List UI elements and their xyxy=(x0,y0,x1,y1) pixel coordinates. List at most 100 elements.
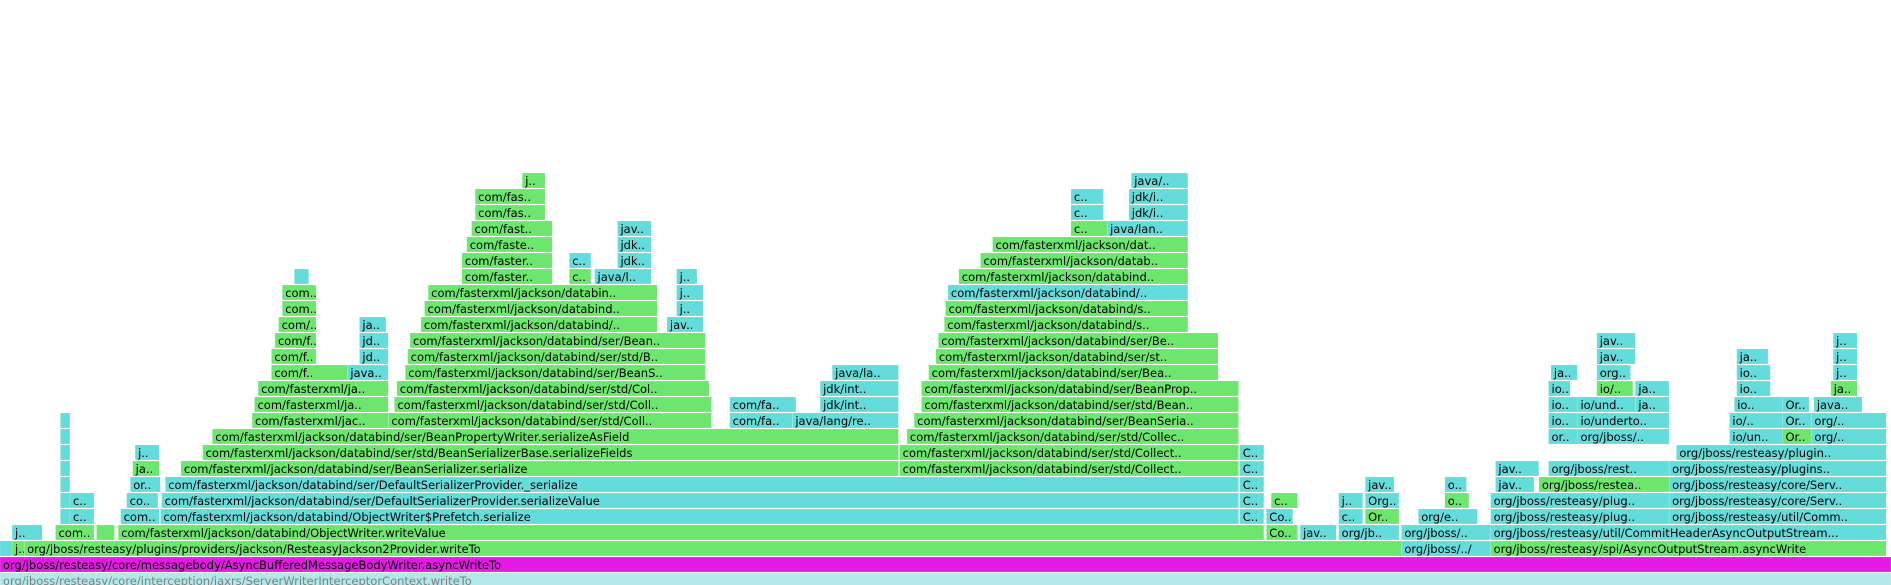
frame[interactable] xyxy=(1239,509,1264,524)
frame-box[interactable] xyxy=(60,493,70,508)
frame[interactable] xyxy=(69,509,95,524)
frame-box[interactable]: java/.. xyxy=(1131,173,1188,188)
frame-box[interactable]: com/faste.. xyxy=(466,237,553,252)
frame-box[interactable]: io.. xyxy=(1736,365,1771,380)
frame[interactable] xyxy=(820,381,899,396)
frame-box[interactable]: jav.. xyxy=(1495,477,1535,492)
frame-box[interactable]: com/fasterxml/jackson/databind/ser/std/C… xyxy=(906,429,1239,444)
frame-box[interactable]: com/fa.. xyxy=(729,397,796,412)
frame-box[interactable]: com/f.. xyxy=(274,333,317,348)
frame[interactable] xyxy=(475,205,546,220)
frame-box[interactable]: jdk/i.. xyxy=(1128,205,1188,220)
frame[interactable] xyxy=(1782,397,1809,412)
frame-box[interactable]: jav.. xyxy=(1300,525,1337,540)
frame[interactable] xyxy=(475,189,546,204)
frame[interactable] xyxy=(1736,365,1771,380)
frame[interactable] xyxy=(1495,461,1539,476)
frame[interactable] xyxy=(899,445,1239,460)
frame[interactable] xyxy=(294,269,309,284)
frame[interactable] xyxy=(1538,477,1670,492)
frame-box[interactable]: org/jboss/resteasy/plugin.. xyxy=(1676,445,1887,460)
frame[interactable] xyxy=(180,461,899,476)
frame[interactable] xyxy=(1577,429,1670,444)
frame[interactable] xyxy=(1729,413,1783,428)
frame-box[interactable]: o.. xyxy=(1444,477,1467,492)
frame[interactable] xyxy=(24,541,1402,556)
frame[interactable] xyxy=(347,365,389,380)
frame-box[interactable]: com/fasterxml/jac.. xyxy=(252,413,389,428)
frame-box[interactable]: java/lan.. xyxy=(1107,221,1188,236)
frame-box[interactable]: Or.. xyxy=(1782,429,1812,444)
frame[interactable] xyxy=(1729,429,1783,444)
frame-box[interactable]: org/jboss/../ xyxy=(1401,541,1491,556)
frame-box[interactable]: org/jboss/resteasy/plugins/providers/jac… xyxy=(24,541,1402,556)
frame-box[interactable]: com/fas.. xyxy=(475,189,546,204)
frame[interactable] xyxy=(60,477,70,492)
frame[interactable] xyxy=(1548,429,1578,444)
frame[interactable] xyxy=(1239,445,1264,460)
frame-box[interactable]: java.. xyxy=(1813,397,1863,412)
frame-box[interactable]: io.. xyxy=(1734,397,1783,412)
frame-box[interactable]: com/fasterxml/jackson/databind/.. xyxy=(947,285,1188,300)
frame-box[interactable]: com/fasterxml/jackson/databind/ObjectWri… xyxy=(160,509,1239,524)
frame[interactable] xyxy=(1734,397,1783,412)
frame[interactable] xyxy=(359,333,389,348)
frame-box[interactable]: C.. xyxy=(1239,509,1264,524)
frame-box[interactable]: com/fasterxml/jackson/databind/ser/std/C… xyxy=(899,445,1239,460)
frame[interactable] xyxy=(1782,429,1812,444)
frame[interactable] xyxy=(944,317,1188,332)
frame[interactable] xyxy=(1577,413,1670,428)
frame[interactable] xyxy=(1669,461,1887,476)
frame[interactable] xyxy=(0,557,1891,572)
frame[interactable] xyxy=(132,461,160,476)
frame-box[interactable] xyxy=(60,445,70,460)
frame-box[interactable]: j.. xyxy=(1833,365,1858,380)
frame[interactable] xyxy=(96,525,115,540)
frame[interactable] xyxy=(1444,493,1469,508)
frame-box[interactable]: com/fas.. xyxy=(475,205,546,220)
frame-box[interactable]: com/fasterxml/jackson/databind/ser/std/C… xyxy=(396,381,710,396)
frame[interactable] xyxy=(202,445,899,460)
frame[interactable] xyxy=(1444,477,1467,492)
frame-box[interactable]: com/fasterxml/jackson/databind/ser/BeanS… xyxy=(180,461,899,476)
frame-box[interactable]: or.. xyxy=(1548,429,1578,444)
frame-box[interactable]: jdk/i.. xyxy=(1128,189,1188,204)
frame-box[interactable]: j.. xyxy=(1338,493,1363,508)
frame[interactable] xyxy=(1239,477,1264,492)
frame-box[interactable]: C.. xyxy=(1239,493,1264,508)
frame[interactable] xyxy=(254,397,389,412)
frame-box[interactable]: com/fasterxml/ja.. xyxy=(258,381,389,396)
frame[interactable] xyxy=(729,413,793,428)
frame-box[interactable]: c.. xyxy=(69,493,95,508)
frame[interactable] xyxy=(569,253,591,268)
frame[interactable] xyxy=(12,541,25,556)
frame[interactable] xyxy=(274,333,316,348)
frame-box[interactable]: com/fasterxml/jackson/databind/.. xyxy=(420,317,658,332)
frame-box[interactable]: org/jboss/resteasy/core/interception/jax… xyxy=(0,573,1891,585)
frame-box[interactable]: com.. xyxy=(55,525,95,540)
frame-box[interactable]: ja.. xyxy=(359,317,386,332)
frame-box[interactable]: org/jboss/resteasy/core/Serv.. xyxy=(1669,477,1887,492)
frame[interactable] xyxy=(405,365,706,380)
frame[interactable] xyxy=(522,173,546,188)
frame-box[interactable] xyxy=(60,461,70,476)
frame[interactable] xyxy=(1300,525,1337,540)
frame-box[interactable]: org/jboss/rest.. xyxy=(1548,461,1670,476)
frame[interactable] xyxy=(906,429,1239,444)
frame[interactable] xyxy=(1338,525,1399,540)
frame-box[interactable]: jav.. xyxy=(1495,461,1539,476)
frame-box[interactable]: c.. xyxy=(1070,189,1104,204)
frame[interactable] xyxy=(60,493,70,508)
frame-box[interactable]: org/jboss/resteasy/util/Comm.. xyxy=(1669,509,1887,524)
frame[interactable] xyxy=(160,509,1239,524)
frame[interactable] xyxy=(1596,349,1636,364)
frame[interactable] xyxy=(118,525,1264,540)
frame[interactable] xyxy=(792,413,899,428)
frame[interactable] xyxy=(1811,413,1887,428)
frame[interactable] xyxy=(1128,189,1188,204)
frame-box[interactable]: com/fa.. xyxy=(729,413,793,428)
frame-box[interactable]: io/.. xyxy=(1729,413,1783,428)
frame-box[interactable]: Co.. xyxy=(1266,509,1293,524)
frame[interactable] xyxy=(1365,509,1399,524)
frame-box[interactable]: java.. xyxy=(347,365,389,380)
